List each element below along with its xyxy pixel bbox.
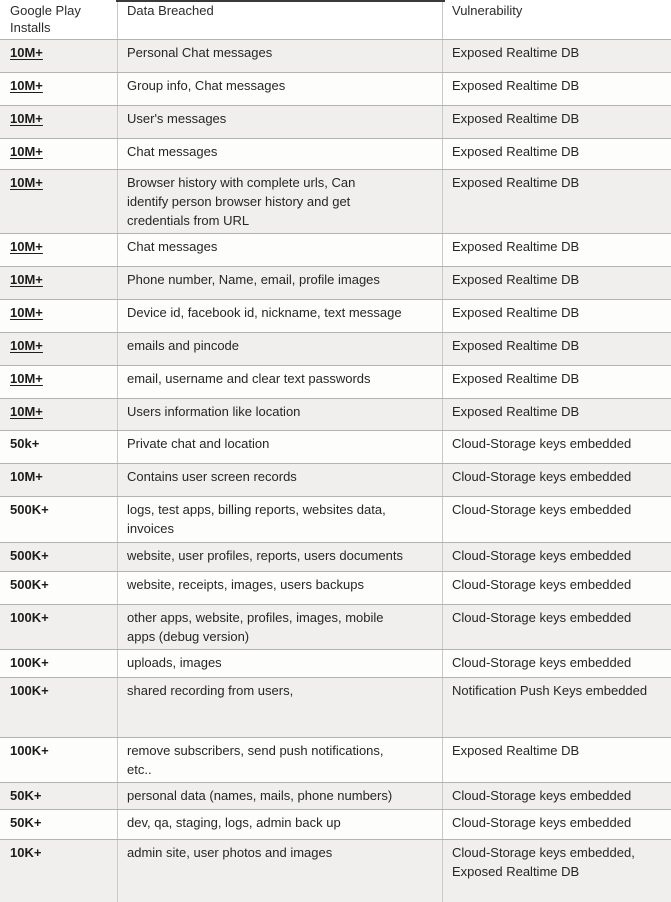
installs-cell: 500K+	[10, 502, 49, 517]
data-breached-cell: Chat messages	[117, 139, 442, 169]
data-breached-cell: Users information like location	[117, 399, 442, 430]
table-row: 50k+ Private chat and location Cloud-Stora…	[0, 430, 671, 463]
installs-cell: 500K+	[10, 577, 49, 592]
installs-cell: 10M+	[10, 175, 43, 190]
vulnerability-cell: Notification Push Keys embedded	[442, 678, 671, 737]
installs-cell: 10M+	[10, 272, 43, 287]
vulnerability-cell: Exposed Realtime DB	[442, 139, 671, 169]
data-breached-cell: shared recording from users,	[117, 678, 442, 737]
data-breached-cell: emails and pincode	[117, 333, 442, 365]
vulnerability-cell: Exposed Realtime DB	[442, 267, 671, 299]
installs-cell: 50k+	[10, 436, 40, 451]
table-row: 100K+ uploads, images Cloud-Storage keys e…	[0, 649, 671, 677]
installs-cell: 100K+	[10, 743, 49, 758]
table-header-row: Google Play Installs Data Breached Vulne…	[0, 0, 671, 39]
table-row: 500K+ website, user profiles, reports, us…	[0, 542, 671, 571]
vulnerability-cell: Cloud-Storage keys embedded	[442, 431, 671, 463]
data-breached-cell: logs, test apps, billing reports, websit…	[117, 497, 442, 542]
vulnerability-cell: Exposed Realtime DB	[442, 333, 671, 365]
data-breached-cell: Device id, facebook id, nickname, text m…	[117, 300, 442, 332]
installs-cell: 50K+	[10, 788, 42, 803]
table-row: 50K+ personal data (names, mails, phone n…	[0, 782, 671, 809]
data-breached-cell: dev, qa, staging, logs, admin back up	[117, 810, 442, 839]
data-breached-cell: other apps, website, profiles, images, m…	[117, 605, 442, 649]
table-row: 100K+ remove subscribers, send push notif…	[0, 737, 671, 782]
vulnerability-cell: Cloud-Storage keys embedded	[442, 783, 671, 809]
installs-cell: 10M+	[10, 371, 43, 386]
column-header-data-breached: Data Breached	[117, 0, 442, 39]
vulnerability-cell: Cloud-Storage keys embedded	[442, 605, 671, 649]
installs-cell: 50K+	[10, 815, 42, 830]
installs-cell: 10K+	[10, 845, 42, 860]
table-row: 10M+ Chat messages Exposed Realtime DB	[0, 138, 671, 169]
vulnerability-cell: Exposed Realtime DB	[442, 366, 671, 398]
installs-cell: 10M+	[10, 305, 43, 320]
installs-cell: 10M+	[10, 45, 43, 60]
installs-cell: 10M+	[10, 111, 43, 126]
vulnerability-cell: Exposed Realtime DB	[442, 170, 671, 233]
data-breached-cell: personal data (names, mails, phone numbe…	[117, 783, 442, 809]
vulnerability-cell: Cloud-Storage keys embedded	[442, 464, 671, 496]
table-row: 50K+ dev, qa, staging, logs, admin back u…	[0, 809, 671, 839]
table-top-border-fragment	[116, 0, 445, 2]
data-breached-cell: Personal Chat messages	[117, 40, 442, 72]
installs-cell: 10M+	[10, 144, 43, 159]
installs-cell: 100K+	[10, 683, 49, 698]
data-breached-cell: User's messages	[117, 106, 442, 138]
vulnerability-cell: Exposed Realtime DB	[442, 73, 671, 105]
table-body: 10M+ Personal Chat messages Exposed Realti…	[0, 39, 671, 902]
table-row: 10M+ emails and pincode Exposed Realtime D…	[0, 332, 671, 365]
vulnerability-cell: Exposed Realtime DB	[442, 738, 671, 782]
table-row: 10M+ Browser history with complete urls, …	[0, 169, 671, 233]
vulnerability-cell: Exposed Realtime DB	[442, 399, 671, 430]
table-row: 10M+ Device id, facebook id, nickname, te…	[0, 299, 671, 332]
table-row: 10M+ Contains user screen records Cloud-St…	[0, 463, 671, 496]
column-header-vulnerability: Vulnerability	[442, 0, 671, 39]
table-row: 100K+ shared recording from users, Notific…	[0, 677, 671, 737]
vulnerability-cell: Cloud-Storage keys embedded	[442, 810, 671, 839]
data-breached-cell: Contains user screen records	[117, 464, 442, 496]
table-row: 100K+ other apps, website, profiles, imag…	[0, 604, 671, 649]
column-header-installs: Google Play Installs	[10, 3, 81, 35]
installs-cell: 10M+	[10, 239, 43, 254]
table-row: 500K+ logs, test apps, billing reports, w…	[0, 496, 671, 542]
installs-cell: 10M+	[10, 469, 43, 484]
table-row: 10K+ admin site, user photos and images Cl…	[0, 839, 671, 902]
installs-cell: 100K+	[10, 655, 49, 670]
vulnerability-cell: Cloud-Storage keys embedded	[442, 572, 671, 604]
vulnerability-cell: Cloud-Storage keys embedded	[442, 497, 671, 542]
table-row: 10M+ Personal Chat messages Exposed Realti…	[0, 39, 671, 72]
vulnerability-cell: Cloud-Storage keys embedded	[442, 650, 671, 677]
table-row: 10M+ email, username and clear text passw…	[0, 365, 671, 398]
installs-cell: 100K+	[10, 610, 49, 625]
vulnerability-cell: Exposed Realtime DB	[442, 234, 671, 266]
data-breached-cell: Browser history with complete urls, Can …	[117, 170, 442, 233]
vulnerability-cell: Exposed Realtime DB	[442, 106, 671, 138]
installs-cell: 10M+	[10, 78, 43, 93]
table-row: 10M+ Users information like location Expos…	[0, 398, 671, 430]
table-row: 10M+ Group info, Chat messages Exposed Rea…	[0, 72, 671, 105]
data-breached-cell: Private chat and location	[117, 431, 442, 463]
vulnerability-cell: Exposed Realtime DB	[442, 40, 671, 72]
table-row: 10M+ Chat messages Exposed Realtime DB	[0, 233, 671, 266]
data-breached-cell: Group info, Chat messages	[117, 73, 442, 105]
data-breached-cell: uploads, images	[117, 650, 442, 677]
data-breached-cell: Chat messages	[117, 234, 442, 266]
vulnerability-cell: Exposed Realtime DB	[442, 300, 671, 332]
data-breached-cell: email, username and clear text passwords	[117, 366, 442, 398]
data-breached-cell: remove subscribers, send push notificati…	[117, 738, 442, 782]
data-breached-cell: website, user profiles, reports, users d…	[117, 543, 442, 571]
table-row: 500K+ website, receipts, images, users ba…	[0, 571, 671, 604]
installs-cell: 500K+	[10, 548, 49, 563]
data-breached-cell: Phone number, Name, email, profile image…	[117, 267, 442, 299]
data-breached-cell: website, receipts, images, users backups	[117, 572, 442, 604]
table-row: 10M+ User's messages Exposed Realtime DB	[0, 105, 671, 138]
table-row: 10M+ Phone number, Name, email, profile i…	[0, 266, 671, 299]
installs-cell: 10M+	[10, 404, 43, 419]
vulnerability-cell: Cloud-Storage keys embedded	[442, 543, 671, 571]
data-breached-cell: admin site, user photos and images	[117, 840, 442, 902]
vulnerability-cell: Cloud-Storage keys embedded, Exposed Rea…	[442, 840, 671, 902]
installs-cell: 10M+	[10, 338, 43, 353]
